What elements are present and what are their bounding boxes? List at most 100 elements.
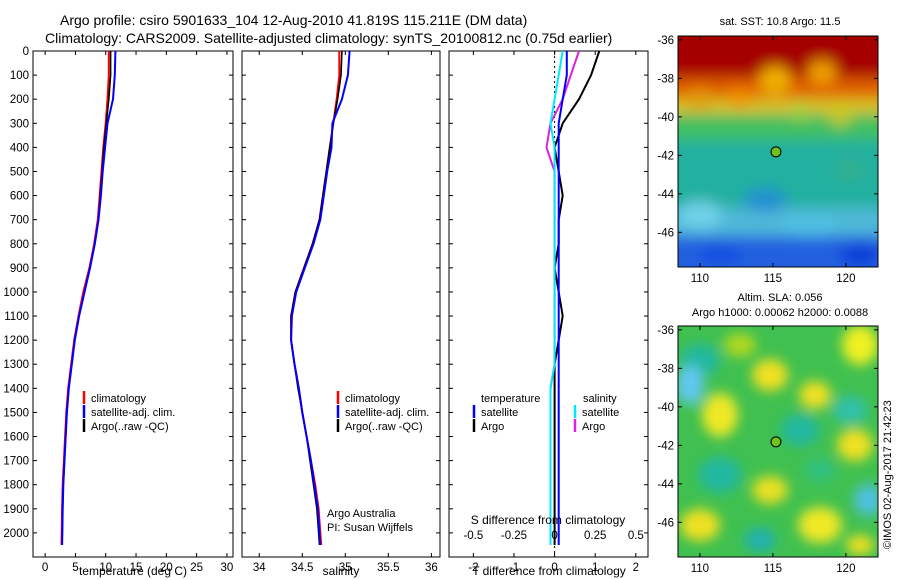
x-tick-label: 35.5 <box>377 562 399 574</box>
difference-legend: temperature salinity satellite Argo sate… <box>472 393 619 433</box>
y-tick-label: -42 <box>657 150 674 162</box>
temperature-xlabel: temperature (deg C) <box>79 564 187 578</box>
y-tick-label: 1200 <box>3 335 29 347</box>
legend-label-s-argo: Argo <box>582 421 605 433</box>
y-tick-label: -44 <box>657 189 674 201</box>
x-tick-label: 1 <box>592 562 598 574</box>
series-line <box>61 50 117 546</box>
s-tick-label: -0.25 <box>501 530 527 542</box>
x-tick-label: -1 <box>509 562 519 574</box>
legend-label-t-argo: Argo <box>481 421 504 433</box>
sst-map-frame <box>677 35 879 268</box>
series-line <box>549 50 564 545</box>
x-tick-label: 15 <box>130 562 143 574</box>
legend-label-argo: Argo(..raw -QC) <box>345 421 423 433</box>
annotation-pi: PI: Susan Wijffels <box>327 522 413 534</box>
y-tick-label: 1600 <box>3 432 29 444</box>
x-tick-label: 34.5 <box>291 562 313 574</box>
x-tick-label: 30 <box>221 562 234 574</box>
s-tick-label: 0.25 <box>584 530 606 542</box>
x-tick-label: 34 <box>253 562 266 574</box>
sla-map-axes: 110 115 120 -36 -38 -40 -42 -44 -46 <box>657 325 878 575</box>
y-tick-label: 800 <box>10 239 29 251</box>
temperature-legend: climatology satellite-adj. clim. Argo(..… <box>82 391 175 433</box>
y-tick-label: 1700 <box>3 456 29 468</box>
y-tick-label: 0 <box>23 46 29 58</box>
x-tick-label: 10 <box>99 562 112 574</box>
salinity-legend: climatology satellite-adj. clim. Argo(..… <box>336 391 429 433</box>
legend-label-satellite: satellite-adj. clim. <box>91 407 175 419</box>
s-diff-xlabel: S difference from climatology <box>471 513 626 527</box>
sst-map-axes: 110 115 120 -36 -38 -40 -42 -44 -46 <box>657 35 878 285</box>
y-tick-label: 400 <box>10 142 29 154</box>
difference-panel <box>448 50 649 558</box>
x-tick-label: 110 <box>691 273 709 285</box>
y-tick-label: -42 <box>657 440 674 452</box>
title-line-2: Climatology: CARS2009. Satellite-adjuste… <box>45 30 612 46</box>
y-tick-label: 100 <box>10 70 29 82</box>
x-tick-label: 0 <box>42 562 48 574</box>
sst-map-title: sat. SST: 10.8 Argo: 11.5 <box>720 16 841 28</box>
legend-label-satellite: satellite-adj. clim. <box>345 407 429 419</box>
x-tick-label: 120 <box>836 563 855 575</box>
s-tick-label: 0.5 <box>628 530 644 542</box>
legend-label-s-satellite: satellite <box>582 407 619 419</box>
y-tick-label: 900 <box>10 263 29 275</box>
float-position-marker <box>770 436 782 448</box>
x-tick-label: 20 <box>160 562 173 574</box>
title-line-1: Argo profile: csiro 5901633_104 12-Aug-2… <box>60 12 527 28</box>
sla-map-frame <box>677 325 879 558</box>
s-tick-label: -0.5 <box>463 530 483 542</box>
x-tick-label: 120 <box>836 273 855 285</box>
y-tick-label: 1300 <box>3 359 29 371</box>
y-tick-label: -38 <box>657 73 674 85</box>
y-tick-label: -40 <box>657 112 674 124</box>
y-tick-label: -36 <box>657 325 674 337</box>
y-tick-label: 700 <box>10 215 29 227</box>
x-tick-label: -2 <box>468 562 478 574</box>
temperature-panel <box>32 50 234 558</box>
sla-map-title-2: Argo h1000: 0.00062 h2000: 0.0088 <box>692 307 868 319</box>
y-tick-label: -46 <box>657 517 674 529</box>
x-tick-label: 2 <box>633 562 639 574</box>
x-tick-label: 115 <box>764 273 782 285</box>
y-tick-label: -36 <box>657 35 674 47</box>
y-tick-label: 1400 <box>3 383 29 395</box>
annotation-argo-australia: Argo Australia <box>327 508 396 520</box>
y-tick-label: 200 <box>10 94 29 106</box>
x-tick-label: 110 <box>691 563 709 575</box>
y-tick-label: 1900 <box>3 504 29 516</box>
y-tick-label: -46 <box>657 227 674 239</box>
y-tick-label: -40 <box>657 402 674 414</box>
x-tick-label: 36 <box>425 562 438 574</box>
y-tick-label: 500 <box>10 166 29 178</box>
y-tick-label: -44 <box>657 479 674 491</box>
legend-title-temperature: temperature <box>481 393 540 405</box>
y-tick-label: 2000 <box>3 528 29 540</box>
x-tick-label: 35 <box>339 562 352 574</box>
sla-map-title-1: Altim. SLA: 0.056 <box>738 292 823 304</box>
y-tick-label: -38 <box>657 363 674 375</box>
legend-label-climatology: climatology <box>91 393 147 405</box>
float-position-marker <box>770 146 782 158</box>
y-tick-label: 1000 <box>3 287 29 299</box>
x-tick-label: 0 <box>551 562 557 574</box>
y-tick-label: 1800 <box>3 480 29 492</box>
temperature-chart: 0 5 10 15 20 25 300100200300400500600700800900… <box>3 46 233 574</box>
y-tick-label: 1100 <box>4 311 29 323</box>
legend-title-salinity: salinity <box>583 393 617 405</box>
y-tick-label: 1500 <box>3 407 29 419</box>
x-tick-label: 5 <box>72 562 78 574</box>
t-diff-xlabel: T difference from climatology <box>472 564 626 578</box>
x-tick-label: 25 <box>190 562 203 574</box>
series-line <box>557 51 568 545</box>
imos-side-label: ©IMOS 02-Aug-2017 21:42:23 <box>882 400 894 549</box>
salinity-chart: 34 34.5 35 35.5 36 <box>242 50 440 574</box>
y-tick-label: 600 <box>10 191 29 203</box>
salinity-panel <box>241 50 441 558</box>
salinity-xlabel: salinity <box>323 564 360 578</box>
legend-label-climatology: climatology <box>345 393 401 405</box>
y-tick-label: 300 <box>10 118 29 130</box>
